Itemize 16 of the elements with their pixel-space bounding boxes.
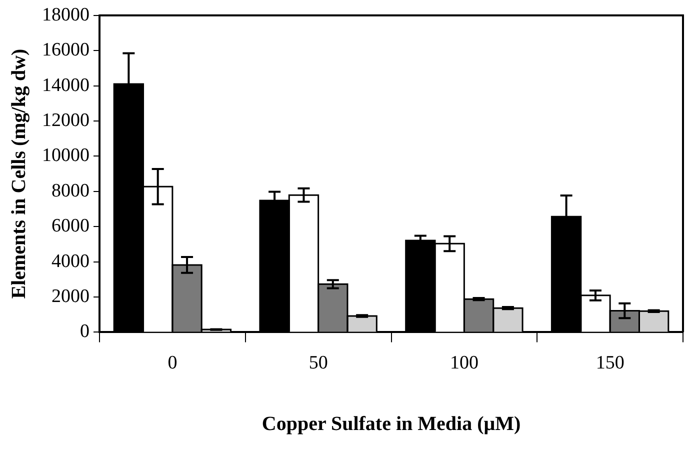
x-axis-title: Copper Sulfate in Media (μM) [262, 413, 521, 436]
y-tick-label: 6000 [52, 216, 90, 237]
x-tick-label: 0 [168, 352, 178, 374]
y-tick-label: 8000 [52, 180, 90, 202]
y-tick-label: 4000 [52, 250, 90, 272]
y-tick-label: 0 [80, 321, 90, 342]
x-tick-label: 100 [450, 352, 478, 374]
x-tick-label: 150 [596, 352, 624, 374]
y-tick-label: 10000 [42, 145, 90, 166]
y-tick-label: 14000 [42, 74, 90, 96]
y-tick-label: 16000 [42, 40, 90, 61]
x-tick-label: 50 [308, 352, 328, 374]
y-tick-label: 12000 [42, 110, 90, 131]
y-tick-label: 18000 [42, 4, 90, 26]
y-axis-title: Elements in Cells (mg/kg dw) [8, 48, 30, 299]
y-tick-label: 2000 [52, 286, 90, 307]
